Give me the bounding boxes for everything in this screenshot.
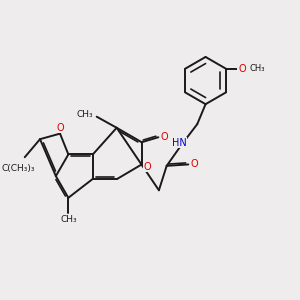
Text: C(CH₃)₃: C(CH₃)₃	[2, 164, 35, 173]
Text: CH₃: CH₃	[60, 215, 77, 224]
Text: O: O	[190, 159, 198, 170]
Text: CH₃: CH₃	[250, 64, 266, 73]
Text: O: O	[238, 64, 246, 74]
Text: HN: HN	[172, 137, 187, 148]
Text: CH₃: CH₃	[77, 110, 93, 119]
Text: O: O	[56, 122, 64, 133]
Text: O: O	[144, 162, 152, 172]
Text: O: O	[160, 132, 168, 142]
